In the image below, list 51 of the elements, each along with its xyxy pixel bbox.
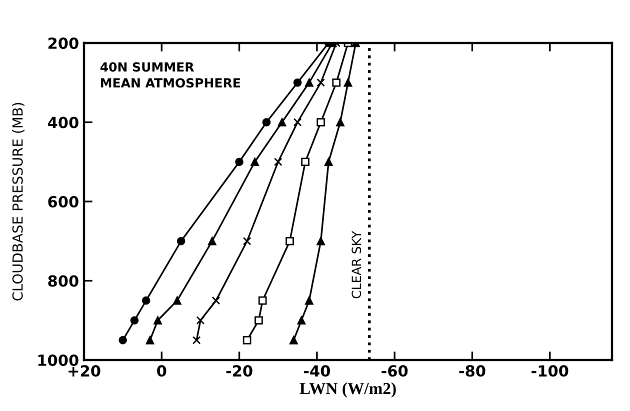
y-axis-title: CLOUDBASE PRESSURE (MB) [12,102,24,300]
point [118,336,127,344]
point [196,316,205,325]
x-tick-label: -20 [226,365,252,377]
point [262,118,271,126]
point [176,236,186,246]
point [316,78,325,87]
point [305,296,314,305]
point [212,296,220,305]
y-tick-label: 800 [48,275,78,287]
point [297,316,306,325]
point [142,296,150,305]
point [258,296,267,305]
y-tick-label: 600 [48,196,78,208]
point [130,316,139,325]
point [278,118,286,126]
point [242,236,252,246]
point [208,236,216,246]
y-tick-label: 1000 [38,354,78,366]
point [336,118,344,126]
point [192,336,201,344]
annotation: 40N SUMMER MEAN ATMOSPHERE [100,62,240,88]
x-tick-label: -100 [532,365,568,377]
point [235,158,244,166]
point [301,158,310,166]
point [154,316,162,325]
x-tick-label: -40 [304,365,330,377]
point [324,158,333,166]
point [316,236,325,246]
x-axis-title: LWN (W/m2) [300,382,396,398]
x-tick-label: +20 [68,365,100,377]
point [344,78,352,87]
point [316,118,325,126]
point [274,158,282,166]
point [254,316,263,325]
point [286,236,294,246]
y-tick-label: 400 [48,116,78,128]
point [293,118,302,126]
point [146,336,154,344]
x-tick-label: 0 [157,365,166,377]
point [289,336,298,344]
y-tick-label: 200 [48,37,78,50]
point [250,158,259,166]
point [293,78,302,87]
point [332,78,341,87]
point [305,78,314,87]
point [242,336,252,344]
x-tick-label: -60 [382,365,408,377]
ref-line-label: CLEAR SKY [352,230,362,298]
point [173,296,182,305]
x-tick-label: -80 [459,365,486,377]
